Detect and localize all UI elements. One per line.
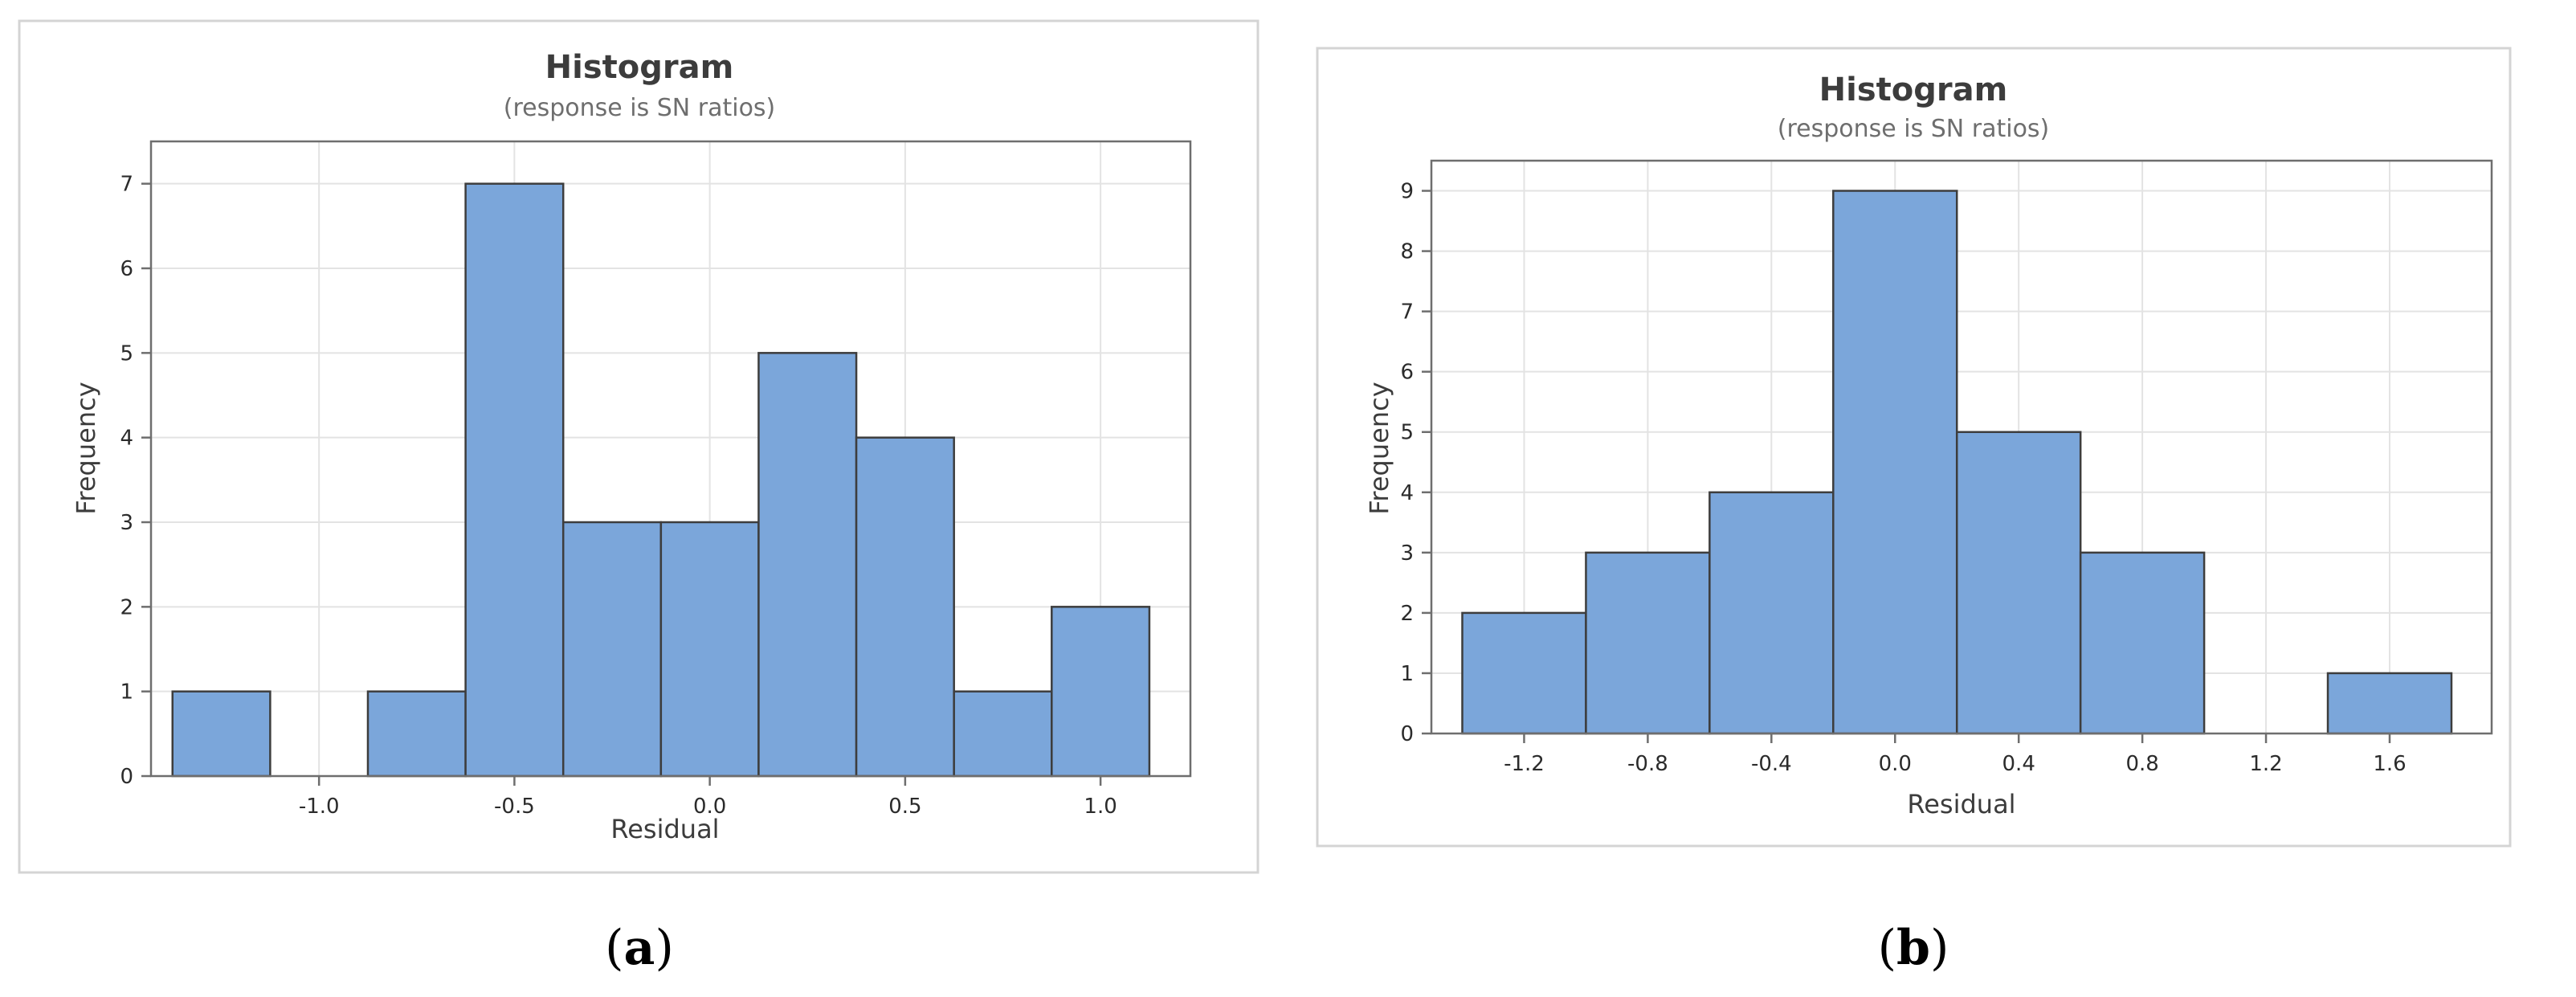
panel-a-y-tick-label: 5 bbox=[120, 341, 133, 366]
panel-a-x-tick-label: -0.5 bbox=[494, 795, 535, 819]
panel-a-bar bbox=[464, 182, 565, 778]
panel-a-bar bbox=[855, 436, 955, 778]
panel-b-y-tick-label: 1 bbox=[1400, 662, 1414, 686]
panel-b-y-tick-label: 4 bbox=[1400, 481, 1414, 505]
panel-a-caption-letter: a bbox=[624, 920, 655, 976]
panel-a-bar bbox=[171, 690, 271, 778]
panel-b-caption: (b) bbox=[1878, 920, 1949, 976]
panel-a-xlabel: Residual bbox=[610, 814, 719, 844]
panel-b-ylabel: Frequency bbox=[1364, 382, 1394, 514]
panel-a-y-tick-label: 4 bbox=[120, 427, 133, 451]
panel-a-y-tick-label: 0 bbox=[120, 765, 133, 789]
panel-a-y-tick-label: 1 bbox=[120, 680, 133, 705]
panel-a-plot-frame bbox=[149, 140, 1192, 778]
panel-a-x-tick-label: 1.0 bbox=[1084, 795, 1117, 819]
panel-b-bar bbox=[1461, 611, 1587, 735]
panel-b-bar bbox=[1955, 431, 2082, 735]
panel-b-y-tick-label: 3 bbox=[1400, 541, 1414, 566]
panel-b-y-tick-label: 2 bbox=[1400, 602, 1414, 626]
panel-b-y-tick-label: 9 bbox=[1400, 180, 1414, 204]
panel-a-bar bbox=[561, 521, 663, 778]
panel-a-bar bbox=[659, 521, 760, 778]
panel-b: Histogram (response is SN ratios) -1.2 -0… bbox=[1316, 47, 2512, 976]
panel-a-ylabel: Frequency bbox=[71, 382, 101, 514]
panel-a-x-tick-label: 0.0 bbox=[693, 795, 726, 819]
panel-b-x-tick-label: 0.0 bbox=[1879, 752, 1912, 776]
panel-b-bar bbox=[1708, 491, 1835, 735]
panel-b-bar bbox=[1832, 190, 1958, 735]
panel-b-y-tick-label: 8 bbox=[1400, 240, 1414, 264]
panel-b-bar bbox=[1585, 551, 1711, 735]
panel-b-y-tick-label: 0 bbox=[1400, 722, 1414, 746]
panel-a-y-tick-label: 6 bbox=[120, 257, 133, 281]
panel-a-title: Histogram bbox=[545, 49, 734, 86]
panel-b-title: Histogram bbox=[1819, 72, 2008, 108]
panel-a-bar bbox=[1051, 606, 1151, 778]
panel-a-y-tick-label: 3 bbox=[120, 511, 133, 535]
panel-b-y-tick-label: 6 bbox=[1400, 361, 1414, 385]
panel-a-y-tick-label: 7 bbox=[120, 173, 133, 197]
panel-a-y-tick-label: 2 bbox=[120, 595, 133, 619]
panel-a-x-tick-label: 0.5 bbox=[888, 795, 921, 819]
panel-b-subtitle: (response is SN ratios) bbox=[1778, 115, 2050, 143]
panel-b-bar bbox=[2079, 551, 2206, 735]
panel-b-x-tick-label: -0.4 bbox=[1751, 752, 1792, 776]
panel-a-plot: -1.0 -0.5 0.0 0.5 1.0 0 1 2 3 4 5 6 7 bbox=[120, 140, 1192, 819]
panel-a: Histogram (response is SN ratios) -1.0 -0… bbox=[18, 19, 1259, 976]
panel-a-bar bbox=[953, 690, 1053, 778]
panel-a-subtitle: (response is SN ratios) bbox=[504, 94, 776, 122]
panel-a-x-tick-label: -1.0 bbox=[299, 795, 340, 819]
panel-b-plot-frame bbox=[1430, 159, 2493, 735]
panel-b-y-tick-label: 7 bbox=[1400, 300, 1414, 325]
panel-b-y-tick-label: 5 bbox=[1400, 421, 1414, 445]
panel-b-caption-letter: b bbox=[1896, 920, 1930, 976]
panel-b-x-tick-label: 1.2 bbox=[2249, 752, 2282, 776]
panel-b-bar bbox=[2326, 672, 2453, 735]
panel-a-bar bbox=[366, 690, 467, 778]
panel-a-bar bbox=[757, 352, 858, 778]
panel-b-plot: -1.2 -0.8 -0.4 0.0 0.4 0.8 1.2 1.6 0 1 2 3 4 5 6 7 8 9 bbox=[1400, 159, 2493, 776]
panel-b-x-tick-label: 0.4 bbox=[2002, 752, 2035, 776]
panel-b-xlabel: Residual bbox=[1907, 789, 2015, 819]
panel-b-x-tick-label: -0.8 bbox=[1627, 752, 1668, 776]
panel-b-x-tick-label: 1.6 bbox=[2373, 752, 2406, 776]
panel-b-x-tick-label: 0.8 bbox=[2125, 752, 2158, 776]
panel-a-caption: (a) bbox=[605, 920, 674, 976]
panel-b-x-tick-label: -1.2 bbox=[1504, 752, 1545, 776]
